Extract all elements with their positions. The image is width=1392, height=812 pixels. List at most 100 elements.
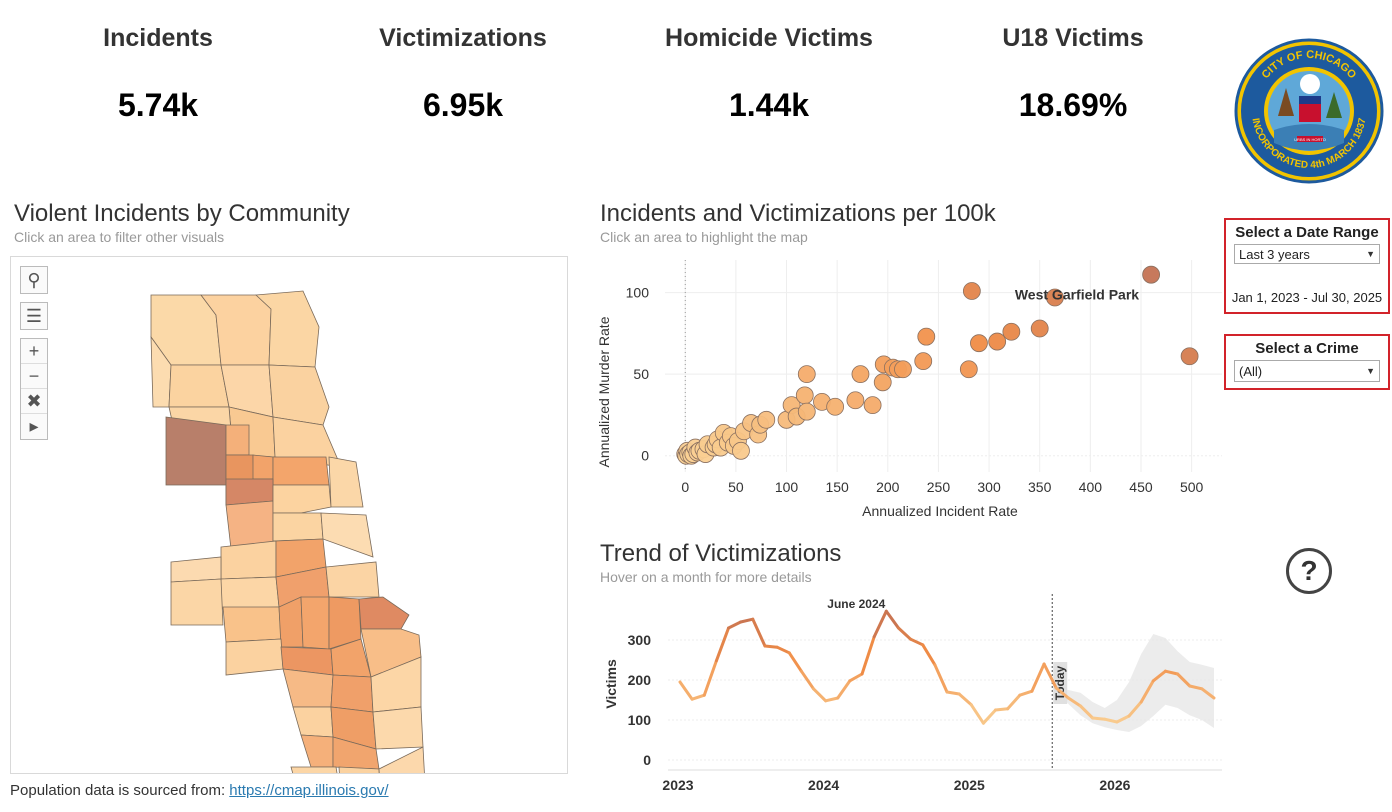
scatter-axes: 0 50 100 150 200 250 300 350 400 450 500 0 50 100: [626, 285, 1204, 495]
trend-segment[interactable]: [775, 645, 791, 655]
trend-segment[interactable]: [1042, 662, 1058, 690]
scatter-point[interactable]: [917, 327, 936, 346]
trend-segment[interactable]: [1176, 672, 1192, 688]
scatter-point[interactable]: [1142, 265, 1161, 284]
scatter-point[interactable]: [826, 397, 845, 416]
trend-segment[interactable]: [1091, 716, 1107, 721]
trend-segment[interactable]: [1006, 693, 1022, 711]
scatter-point[interactable]: [1002, 322, 1021, 341]
trend-lines[interactable]: [678, 609, 1216, 725]
trend-segment[interactable]: [1079, 704, 1095, 720]
trend-segment[interactable]: [739, 617, 755, 624]
y-tick-label: 100: [628, 712, 652, 728]
scatter-point[interactable]: [797, 402, 816, 421]
trend-segment[interactable]: [690, 693, 706, 701]
search-icon[interactable]: ⚲: [20, 266, 48, 294]
footer-text: Population data is sourced from:: [10, 782, 230, 799]
trend-segment[interactable]: [848, 672, 864, 683]
map-area: [220, 576, 280, 610]
trend-segment[interactable]: [921, 643, 937, 667]
zoom-in-icon[interactable]: +: [21, 339, 47, 364]
help-icon[interactable]: ?: [1286, 548, 1332, 594]
trend-segment[interactable]: [812, 687, 828, 703]
scatter-point[interactable]: [988, 332, 1007, 351]
trend-segment[interactable]: [884, 609, 900, 630]
trend-segment[interactable]: [981, 708, 998, 725]
trend-segment[interactable]: [1103, 717, 1119, 724]
trend-chart[interactable]: 0 100 200 300 2023 2024 2025 2026 Today June 20…: [590, 592, 1230, 808]
scatter-chart[interactable]: 0 50 100 150 200 250 300 350 400 450 500 0 50 100 Wes…: [590, 252, 1230, 528]
trend-segment[interactable]: [957, 692, 973, 707]
scatter-point[interactable]: [797, 365, 816, 384]
trend-segment[interactable]: [933, 663, 949, 694]
trend-segment[interactable]: [945, 690, 961, 696]
map-area: [300, 734, 334, 768]
scatter-point[interactable]: [873, 373, 892, 392]
x-tick-label: 100: [775, 479, 799, 495]
trend-segment[interactable]: [896, 626, 913, 641]
trend-segment[interactable]: [909, 637, 925, 647]
trend-segment[interactable]: [1127, 700, 1143, 718]
trend-segment[interactable]: [969, 703, 985, 725]
trend-segment[interactable]: [1163, 669, 1180, 676]
trend-segment[interactable]: [1030, 662, 1046, 693]
trend-segment[interactable]: [751, 617, 767, 648]
trend-segment[interactable]: [714, 626, 731, 663]
map-area: [358, 596, 410, 630]
scatter-point[interactable]: [894, 360, 912, 379]
pin-icon[interactable]: ✖: [21, 389, 47, 414]
trend-segment[interactable]: [787, 651, 803, 673]
trend-segment[interactable]: [1115, 714, 1131, 724]
scatter-point[interactable]: [846, 391, 865, 410]
trend-segment[interactable]: [1066, 696, 1082, 708]
scatter-points[interactable]: [676, 265, 1199, 465]
map-area: [328, 456, 364, 508]
y-tick-label: 300: [628, 632, 652, 648]
trend-y-label: Victims: [603, 659, 619, 709]
community-map[interactable]: [10, 256, 568, 774]
map-area: [170, 578, 224, 626]
trend-segment[interactable]: [824, 696, 840, 703]
source-link[interactable]: https://cmap.illinois.gov/: [229, 782, 389, 799]
trend-segment[interactable]: [872, 609, 888, 639]
scatter-point[interactable]: [795, 386, 814, 405]
trend-segment[interactable]: [1151, 669, 1167, 683]
scatter-point[interactable]: [851, 365, 870, 384]
scatter-point[interactable]: [863, 396, 882, 415]
zoom-out-icon[interactable]: −: [21, 364, 47, 389]
trend-segment[interactable]: [836, 679, 852, 700]
trend-segment[interactable]: [799, 669, 815, 691]
scatter-point[interactable]: [914, 352, 933, 371]
trend-segment[interactable]: [1139, 679, 1155, 704]
trend-segment[interactable]: [994, 707, 1010, 712]
layers-icon[interactable]: ☰: [20, 302, 48, 330]
trend-segment[interactable]: [763, 644, 779, 649]
trend-segment[interactable]: [1018, 689, 1034, 697]
trend-segment[interactable]: [860, 635, 876, 676]
play-icon[interactable]: ▸: [29, 416, 39, 436]
scatter-point[interactable]: [1180, 347, 1199, 366]
scatter-point[interactable]: [962, 282, 981, 300]
scatter-point[interactable]: [1045, 288, 1064, 307]
map-subtitle: Click an area to filter other visuals: [14, 229, 225, 245]
crime-title: Select a Crime: [1255, 340, 1359, 357]
scatter-point[interactable]: [1030, 319, 1049, 338]
trend-segment[interactable]: [702, 659, 718, 697]
crime-dropdown[interactable]: (All) ▼: [1234, 360, 1380, 382]
map-area: [378, 746, 425, 773]
trend-segment[interactable]: [727, 620, 743, 630]
trend-segment[interactable]: [678, 680, 694, 701]
kpi-value: 6.95k: [422, 87, 504, 123]
trend-segment[interactable]: [1200, 687, 1216, 700]
map-area: [225, 638, 284, 676]
scatter-point[interactable]: [959, 360, 978, 379]
trend-segment[interactable]: [1188, 684, 1204, 691]
scatter-point[interactable]: [970, 334, 988, 353]
community-map-canvas[interactable]: [11, 257, 567, 773]
x-tick-label: 2025: [954, 777, 985, 793]
trend-segment[interactable]: [1054, 686, 1070, 700]
scatter-point[interactable]: [732, 441, 750, 460]
scatter-point[interactable]: [757, 410, 776, 429]
kpi-title: Incidents: [103, 24, 213, 52]
date-range-dropdown[interactable]: Last 3 years ▼: [1234, 244, 1380, 264]
